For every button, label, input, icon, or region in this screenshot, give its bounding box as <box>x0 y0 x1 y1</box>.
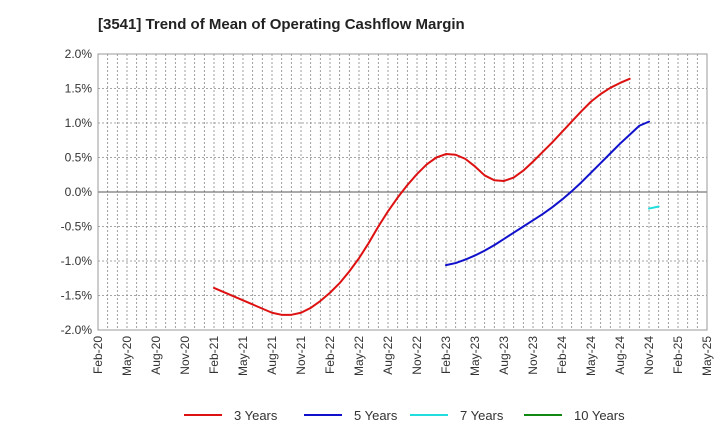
legend-label: 7 Years <box>460 407 504 423</box>
legend-item-5-years: 5 Years <box>304 404 397 426</box>
x-tick-label: Feb-24 <box>555 336 569 374</box>
series-line-7-years <box>648 205 660 210</box>
x-tick-label: May-20 <box>120 336 134 376</box>
legend-item-3-years: 3 Years <box>184 404 277 426</box>
x-tick-label: Nov-22 <box>410 336 424 375</box>
x-tick-label: Feb-21 <box>207 336 221 374</box>
y-tick-label: -0.5% <box>61 220 93 234</box>
x-tick-labels: Feb-20 May-20 Aug-20 Nov-20 Feb-21 May-21 Aug-… <box>91 336 714 376</box>
series-line-3-years <box>213 77 631 316</box>
series-line-5-years <box>445 120 650 267</box>
x-tick-label: Nov-23 <box>526 336 540 375</box>
legend-swatch <box>304 414 342 416</box>
y-tick-labels: 2.0% 1.5% 1.0% 0.5% 0.0% -0.5% -1.0% -1.5% -2.0% <box>61 47 93 337</box>
x-tick-label: Nov-21 <box>294 336 308 375</box>
series-lines <box>213 77 660 316</box>
axes <box>97 53 708 331</box>
y-tick-label: 0.5% <box>65 151 93 165</box>
x-tick-label: May-22 <box>352 336 366 376</box>
legend-item-7-years: 7 Years <box>410 404 503 426</box>
legend-label: 10 Years <box>574 407 625 423</box>
x-tick-label: Aug-20 <box>149 336 163 375</box>
plot-frame <box>97 53 708 331</box>
legend-label: 5 Years <box>354 407 398 423</box>
legend-item-10-years: 10 Years <box>524 404 625 426</box>
legend-swatch <box>410 414 448 416</box>
legend-swatch <box>524 414 562 416</box>
x-tick-label: May-23 <box>468 336 482 376</box>
x-tick-label: Aug-23 <box>497 336 511 375</box>
y-tick-label: 0.0% <box>65 185 93 199</box>
y-tick-label: 1.5% <box>65 82 93 96</box>
x-tick-label: May-25 <box>700 336 714 376</box>
y-tick-label: -1.0% <box>61 254 93 268</box>
y-tick-label: -1.5% <box>61 289 93 303</box>
x-tick-label: May-24 <box>584 336 598 376</box>
x-tick-label: Aug-22 <box>381 336 395 375</box>
x-tick-label: Feb-23 <box>439 336 453 374</box>
x-tick-label: Nov-24 <box>642 336 656 375</box>
x-tick-label: Feb-20 <box>91 336 105 374</box>
x-tick-label: Aug-21 <box>265 336 279 375</box>
y-tick-label: 1.0% <box>65 116 93 130</box>
y-tick-label: 2.0% <box>65 47 93 61</box>
x-tick-label: May-21 <box>236 336 250 376</box>
legend-swatch <box>184 414 222 416</box>
legend-label: 3 Years <box>234 407 278 423</box>
x-tick-label: Nov-20 <box>178 336 192 375</box>
grid-lines <box>98 54 707 330</box>
x-tick-label: Aug-24 <box>613 336 627 375</box>
chart-legend: 3 Years 5 Years 7 Years 10 Years <box>0 404 720 426</box>
chart-title: [3541] Trend of Mean of Operating Cashfl… <box>98 16 465 33</box>
x-tick-label: Feb-22 <box>323 336 337 374</box>
x-tick-label: Feb-25 <box>671 336 685 374</box>
y-tick-label: -2.0% <box>61 323 93 337</box>
